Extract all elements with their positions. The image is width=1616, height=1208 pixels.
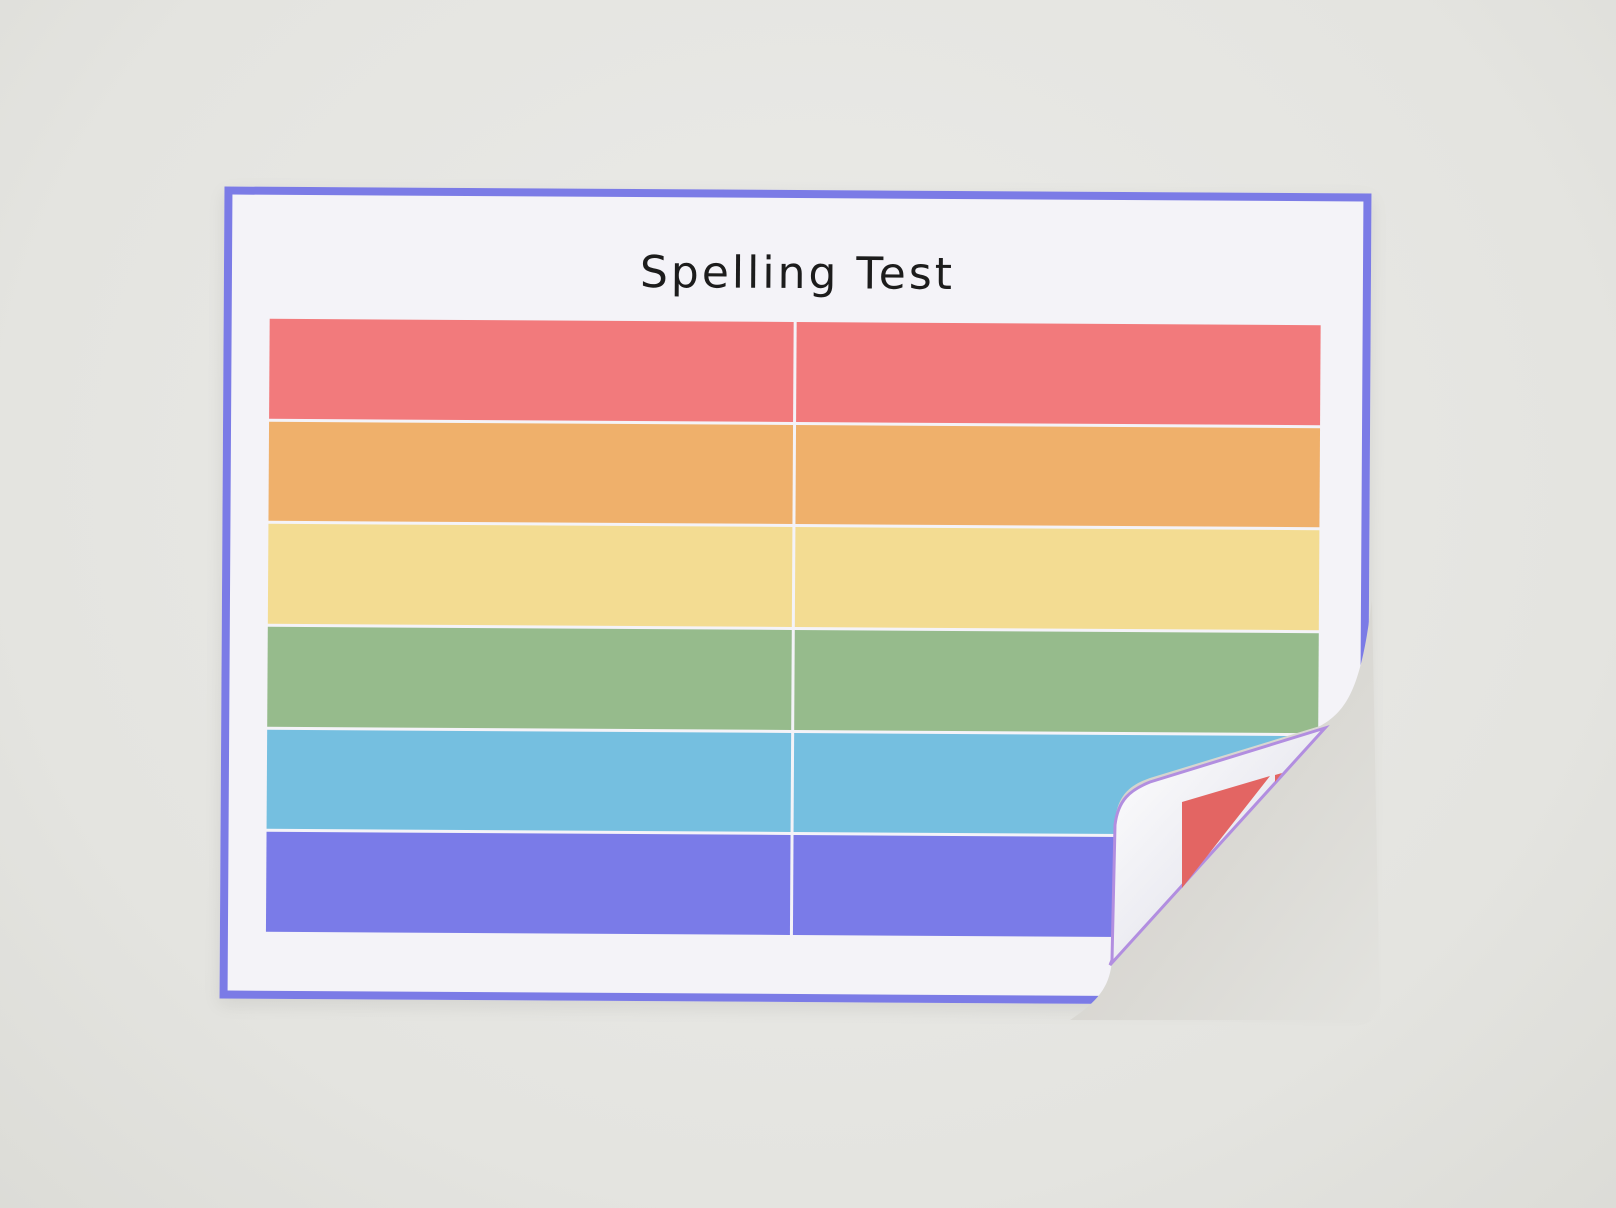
table-cell-row3-col2 — [794, 527, 1320, 631]
table-cell-row2-col1 — [268, 421, 794, 525]
table-cell-row1-col1 — [269, 318, 794, 422]
table-cell-row4-col2 — [794, 629, 1319, 733]
table-cell-row5-col1 — [266, 729, 792, 833]
table-cell-row4-col1 — [267, 626, 792, 730]
spelling-table — [265, 318, 1321, 939]
table-cell-row2-col2 — [795, 424, 1321, 528]
table-cell-row6-col1 — [265, 832, 791, 935]
table-cell-row6-col2 — [792, 835, 1318, 939]
table-cell-row1-col2 — [796, 322, 1321, 425]
worksheet-title: Spelling Test — [639, 247, 956, 300]
table-cell-row5-col2 — [793, 732, 1319, 836]
spelling-test-worksheet: Spelling Test — [219, 186, 1372, 1006]
table-cell-row3-col1 — [267, 524, 793, 627]
